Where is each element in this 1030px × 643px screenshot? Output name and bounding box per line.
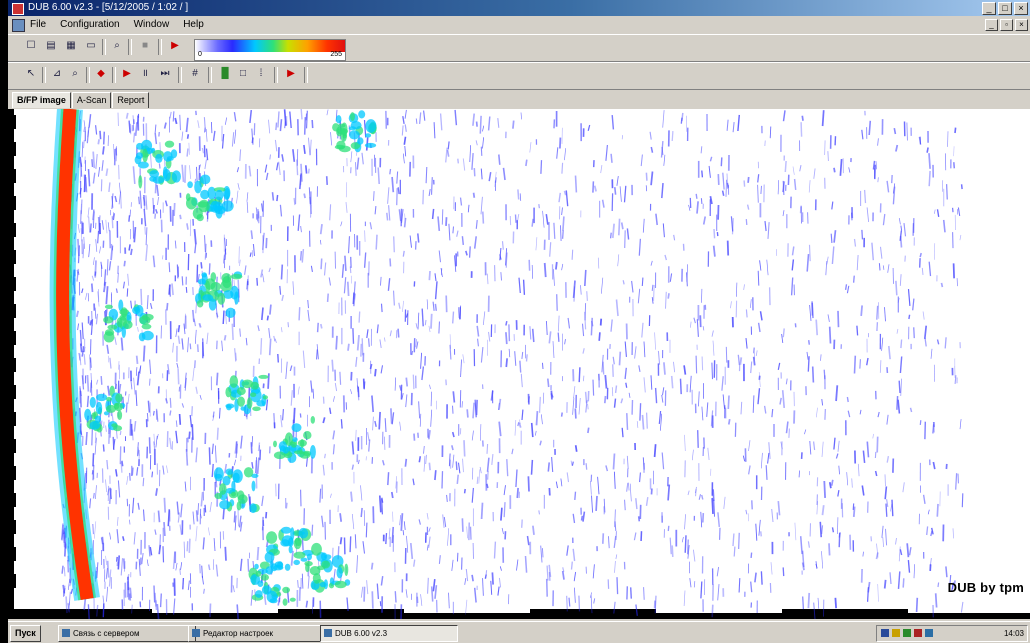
minimize-icon[interactable]: _ [982, 2, 996, 15]
mdi-restore-icon[interactable]: ▫ [1000, 19, 1013, 31]
menu-window[interactable]: Window [133, 19, 170, 30]
tab-report[interactable]: Report [112, 92, 150, 108]
ultrasound-image-panel[interactable]: DUB by tpm [8, 109, 1030, 619]
app-window: DUB 6.00 v2.3 - [5/12/2005 / 1:02 / ] _ … [8, 0, 1030, 643]
palette-high-label: 255 [330, 51, 342, 58]
tray-app-icon[interactable] [903, 629, 911, 637]
play-forward-icon[interactable]: ▶ [123, 68, 131, 79]
main-toolbar: ☐ ▤ ▦ ▭ ⌕ ■ ▶ 0 255 [8, 34, 1030, 62]
separator [112, 67, 116, 83]
mdi-close-icon[interactable]: × [1015, 19, 1028, 31]
window-title: DUB 6.00 v2.3 - [5/12/2005 / 1:02 / ] [28, 2, 189, 13]
close-icon[interactable]: × [1014, 2, 1028, 15]
antivirus-icon[interactable] [914, 629, 922, 637]
watermark: DUB by tpm [947, 580, 1024, 595]
taskbar-item[interactable]: Связь с сервером [58, 625, 196, 642]
grid-icon[interactable]: # [192, 68, 198, 79]
menu-file[interactable]: File [30, 19, 47, 30]
zoom-icon[interactable]: ⌕ [114, 40, 120, 51]
separator [178, 67, 182, 83]
taskbar: Пуск Связь с сервером Редактор настроек … [8, 621, 1030, 643]
tab-bfp-image[interactable]: B/FP image [12, 92, 71, 108]
window-controls: _ □ × [982, 2, 1028, 15]
record-icon[interactable]: ◆ [97, 68, 105, 79]
maximize-icon[interactable]: □ [998, 2, 1012, 15]
separator [128, 39, 132, 55]
pause-icon[interactable]: ॥ [142, 68, 148, 79]
app-icon [12, 3, 24, 15]
frame-icon[interactable]: □ [239, 68, 247, 79]
tab-a-scan[interactable]: A-Scan [71, 92, 112, 108]
color-palette: 0 255 [194, 39, 346, 61]
menu-help[interactable]: Help [183, 19, 204, 30]
stop-icon[interactable]: ■ [141, 40, 149, 51]
clock: 14:03 [1003, 629, 1024, 638]
mdi-controls: _ ▫ × [985, 19, 1028, 31]
title-bar: DUB 6.00 v2.3 - [5/12/2005 / 1:02 / ] _ … [8, 0, 1030, 16]
fast-forward-icon[interactable]: ⏭ [160, 68, 170, 79]
separator [208, 67, 212, 83]
taskbar-item-active[interactable]: DUB 6.00 v2.3 [320, 625, 458, 642]
menu-configuration[interactable]: Configuration [60, 19, 120, 30]
cursor-line-icon[interactable]: ⁞ [259, 68, 263, 79]
play-icon[interactable]: ▶ [287, 68, 295, 79]
save-icon[interactable]: ▦ [66, 40, 76, 51]
start-button[interactable]: Пуск [10, 625, 41, 642]
separator [42, 67, 46, 83]
network-icon[interactable] [881, 629, 889, 637]
color-map-icon[interactable]: █ [221, 68, 229, 79]
separator [304, 67, 308, 83]
volume-icon[interactable] [892, 629, 900, 637]
open-icon[interactable]: ▤ [46, 40, 56, 51]
pointer-icon[interactable]: ↖ [26, 68, 36, 79]
separator [86, 67, 90, 83]
separator [102, 39, 106, 55]
menu-bar: File Configuration Window Help _ ▫ × [8, 16, 1030, 34]
system-tray: 14:03 [876, 625, 1028, 642]
magnify-icon[interactable]: ⌕ [72, 68, 78, 79]
separator [158, 39, 162, 55]
view-tabs: B/FP image A-Scan Report [12, 92, 150, 108]
document-icon [12, 19, 25, 32]
language-icon[interactable] [925, 629, 933, 637]
play-icon[interactable]: ▶ [171, 40, 179, 51]
taskbar-item[interactable]: Редактор настроек [188, 625, 330, 642]
palette-gradient [195, 40, 345, 52]
b-scan-image[interactable] [8, 109, 1030, 619]
mdi-minimize-icon[interactable]: _ [985, 19, 998, 31]
print-icon[interactable]: ▭ [86, 40, 96, 51]
view-toolbar: ↖ ⊿ ⌕ ◆ ▶ ॥ ⏭ # █ □ ⁞ ▶ [8, 62, 1030, 90]
separator [274, 67, 278, 83]
measure-icon[interactable]: ⊿ [52, 68, 62, 79]
new-icon[interactable]: ☐ [26, 40, 36, 51]
palette-low-label: 0 [198, 51, 202, 58]
